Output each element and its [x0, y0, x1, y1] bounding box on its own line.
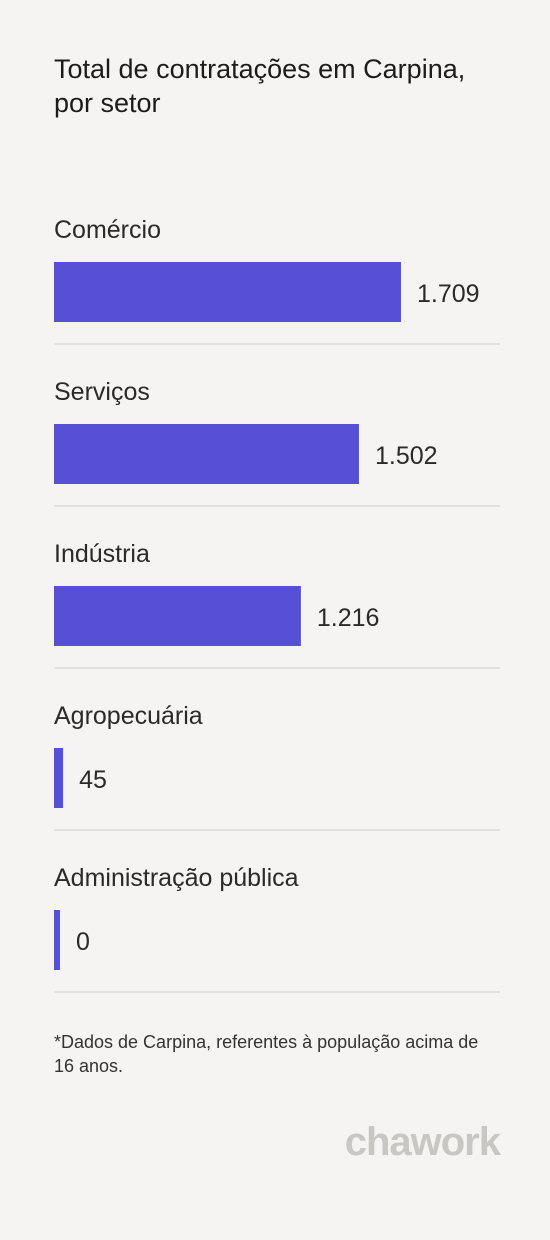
chart-title-line2: por setor: [54, 88, 161, 118]
category-label: Agropecuária: [54, 702, 203, 730]
bar: [54, 586, 301, 646]
bar: [54, 424, 359, 484]
value-label: 1.216: [317, 604, 380, 632]
value-label: 1.709: [417, 280, 480, 308]
value-label: 0: [76, 928, 90, 956]
bar-chart: Comércio 1.709 Serviços 1.502 Indústria 1.216…: [54, 216, 500, 993]
bar: [54, 748, 64, 808]
category-label: Comércio: [54, 216, 161, 244]
footnote: *Dados de Carpina, referentes à populaçã…: [54, 1032, 479, 1076]
bar: [54, 910, 60, 970]
bar: [54, 262, 401, 322]
chawork-logo: chawork: [344, 1120, 501, 1164]
category-label: Serviços: [54, 378, 150, 406]
category-label: Administração pública: [54, 864, 299, 892]
value-label: 1.502: [375, 442, 438, 470]
chart-title-line1: Total de contratações em Carpina,: [54, 54, 466, 84]
category-label: Indústria: [54, 540, 150, 568]
value-label: 45: [79, 766, 107, 794]
chart-title: Total de contratações em Carpina, por se…: [54, 52, 524, 120]
